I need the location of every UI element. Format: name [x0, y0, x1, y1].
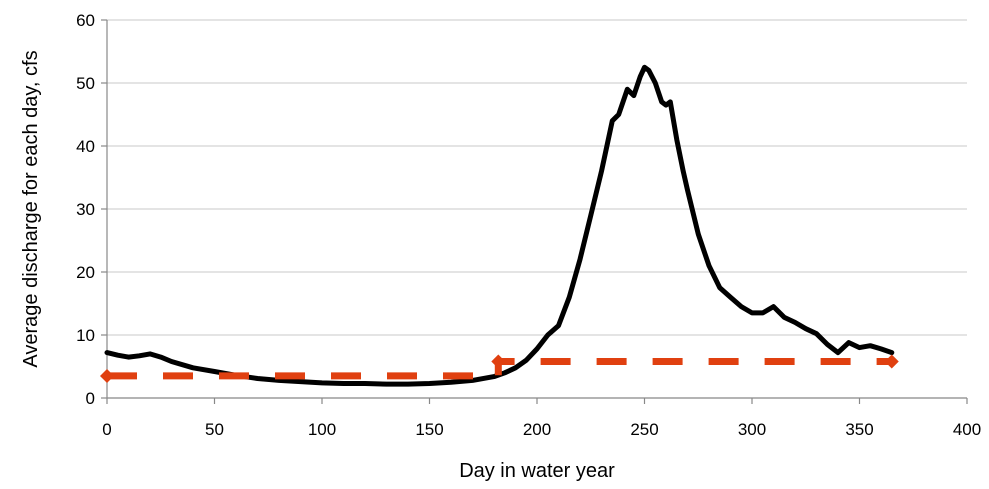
series-marker-1-3: [884, 354, 899, 369]
series-marker-1-2: [491, 354, 506, 369]
y-tick-label-60: 60: [76, 11, 95, 30]
x-tick-label-0: 0: [102, 420, 111, 439]
series-group: [100, 64, 899, 387]
y-tick-label-30: 30: [76, 200, 95, 219]
x-tick-label-150: 150: [415, 420, 443, 439]
x-tick-label-200: 200: [523, 420, 551, 439]
axes: [101, 19, 968, 404]
x-tick-label-400: 400: [953, 420, 981, 439]
x-tick-label-100: 100: [308, 420, 336, 439]
gridlines: [107, 19, 967, 336]
series-line-1: [107, 358, 892, 380]
tick-labels: 0 10 20 30 40 50 60 0 50 100 150 200 250 300 350 400: [76, 11, 981, 439]
x-tick-label-50: 50: [205, 420, 224, 439]
x-tick-label-350: 350: [845, 420, 873, 439]
y-tick-label-50: 50: [76, 74, 95, 93]
series-line-0: [104, 64, 895, 387]
x-tick-label-300: 300: [738, 420, 766, 439]
y-axis-title: Average discharge for each day, cfs: [20, 50, 42, 367]
y-tick-label-10: 10: [76, 326, 95, 345]
y-tick-label-0: 0: [86, 389, 95, 408]
series-marker-1-0: [100, 368, 114, 383]
y-tick-label-20: 20: [76, 263, 95, 282]
y-tick-label-40: 40: [76, 137, 95, 156]
x-axis-title: Day in water year: [459, 460, 615, 482]
x-tick-label-250: 250: [630, 420, 658, 439]
